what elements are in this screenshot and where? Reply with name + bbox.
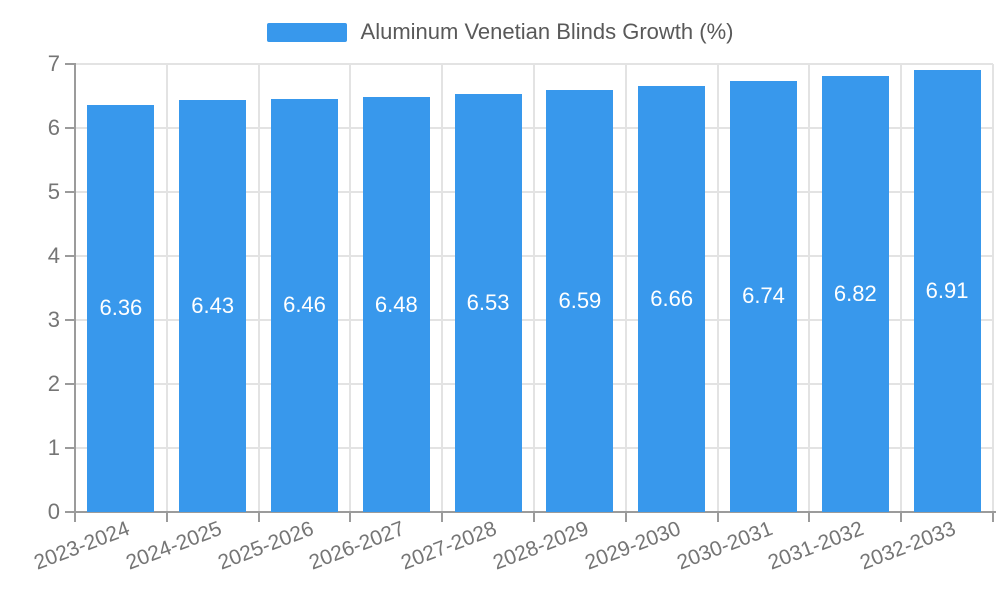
legend[interactable]: Aluminum Venetian Blinds Growth (%): [0, 20, 1000, 44]
bar-value-label: 6.74: [742, 283, 785, 309]
bar[interactable]: [730, 80, 797, 512]
x-tick-mark: [992, 512, 994, 522]
bar[interactable]: [271, 98, 338, 512]
y-tick-mark: [65, 255, 75, 257]
bar[interactable]: [638, 85, 706, 512]
y-tick-mark: [65, 63, 75, 65]
legend-label: Aluminum Venetian Blinds Growth (%): [360, 19, 734, 44]
bar[interactable]: [454, 94, 522, 512]
x-tick-mark: [624, 512, 627, 522]
x-axis-line: [74, 511, 996, 513]
x-tick-mark: [165, 512, 168, 522]
bar-value-label: 6.59: [558, 288, 602, 314]
bar-value-label: 6.36: [99, 295, 143, 321]
y-tick-mark: [65, 319, 75, 321]
y-tick-mark: [65, 383, 75, 385]
y-tick-mark: [65, 447, 75, 449]
gridline-vertical: [349, 64, 352, 512]
bar-value-label: 6.91: [925, 277, 969, 303]
y-tick-label: 2: [47, 371, 60, 396]
bar-value-label: 6.66: [650, 285, 694, 311]
bar[interactable]: [546, 90, 614, 512]
y-tick-label: 1: [47, 435, 60, 460]
gridline-vertical: [257, 64, 260, 512]
x-tick-mark: [74, 512, 76, 522]
y-tick-label: 3: [47, 307, 60, 332]
y-tick-mark: [65, 191, 75, 193]
gridline-vertical: [716, 64, 719, 512]
bar-value-label: 6.82: [833, 280, 877, 306]
y-tick-label: 4: [47, 243, 60, 268]
x-tick-mark: [441, 512, 444, 522]
x-tick-mark: [349, 512, 352, 522]
y-tick-mark: [65, 511, 75, 513]
gridline-vertical: [165, 64, 168, 512]
gridline-vertical: [808, 64, 811, 512]
legend-swatch: [266, 22, 347, 42]
bar[interactable]: [913, 69, 981, 512]
x-tick-mark: [257, 512, 260, 522]
y-tick-label: 6: [47, 115, 60, 140]
y-axis-line: [74, 63, 76, 512]
x-tick-mark: [533, 512, 535, 522]
gridline-vertical: [900, 64, 903, 512]
y-tick-label: 0: [47, 499, 60, 524]
gridline-vertical: [533, 64, 535, 512]
bar-value-label: 6.48: [374, 291, 418, 317]
bar[interactable]: [362, 97, 430, 512]
y-tick-label: 7: [47, 51, 60, 76]
gridline-vertical: [992, 64, 994, 512]
bar-value-label: 6.46: [283, 292, 326, 318]
bar[interactable]: [87, 104, 155, 512]
y-tick-mark: [65, 127, 75, 129]
x-tick-mark: [900, 512, 903, 522]
bar-value-label: 6.53: [466, 290, 510, 316]
bar[interactable]: [821, 75, 889, 512]
y-tick-label: 5: [47, 179, 60, 204]
gridline-vertical: [624, 64, 627, 512]
bar[interactable]: [179, 100, 247, 512]
x-tick-mark: [716, 512, 719, 522]
gridline-vertical: [441, 64, 444, 512]
x-tick-mark: [808, 512, 811, 522]
bar-value-label: 6.43: [191, 293, 235, 319]
